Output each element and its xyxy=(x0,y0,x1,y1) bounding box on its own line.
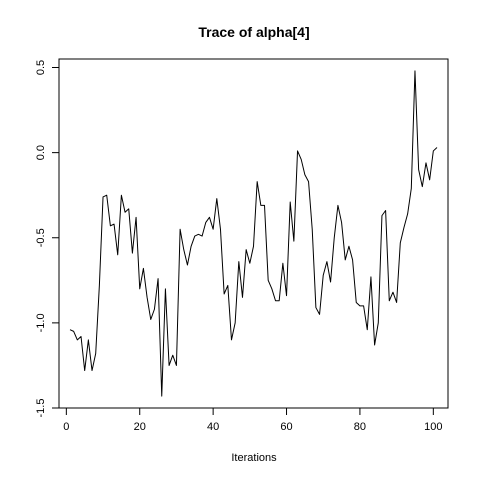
chart-title: Trace of alpha[4] xyxy=(198,24,309,40)
x-axis: 0 20 40 60 80 100 xyxy=(63,407,443,433)
series-layer xyxy=(69,70,438,397)
y-tick-label: -1.5 xyxy=(35,399,47,418)
x-tick-label: 40 xyxy=(207,421,219,433)
x-tick-label: 0 xyxy=(63,421,69,433)
x-tick-label: 20 xyxy=(134,421,146,433)
x-tick-label: 100 xyxy=(424,421,442,433)
y-tick-label: -0.5 xyxy=(35,228,47,247)
x-tick-label: 60 xyxy=(280,421,292,433)
x-tick-label: 80 xyxy=(354,421,366,433)
y-axis: -1.5 -1.0 -0.5 0.0 0.5 xyxy=(35,60,60,418)
y-tick-label: -1.0 xyxy=(35,313,47,332)
series-line-0 xyxy=(69,70,438,397)
y-tick-label: 0.5 xyxy=(35,60,47,75)
y-tick-label: 0.0 xyxy=(35,145,47,160)
x-axis-label: Iterations xyxy=(231,452,277,464)
